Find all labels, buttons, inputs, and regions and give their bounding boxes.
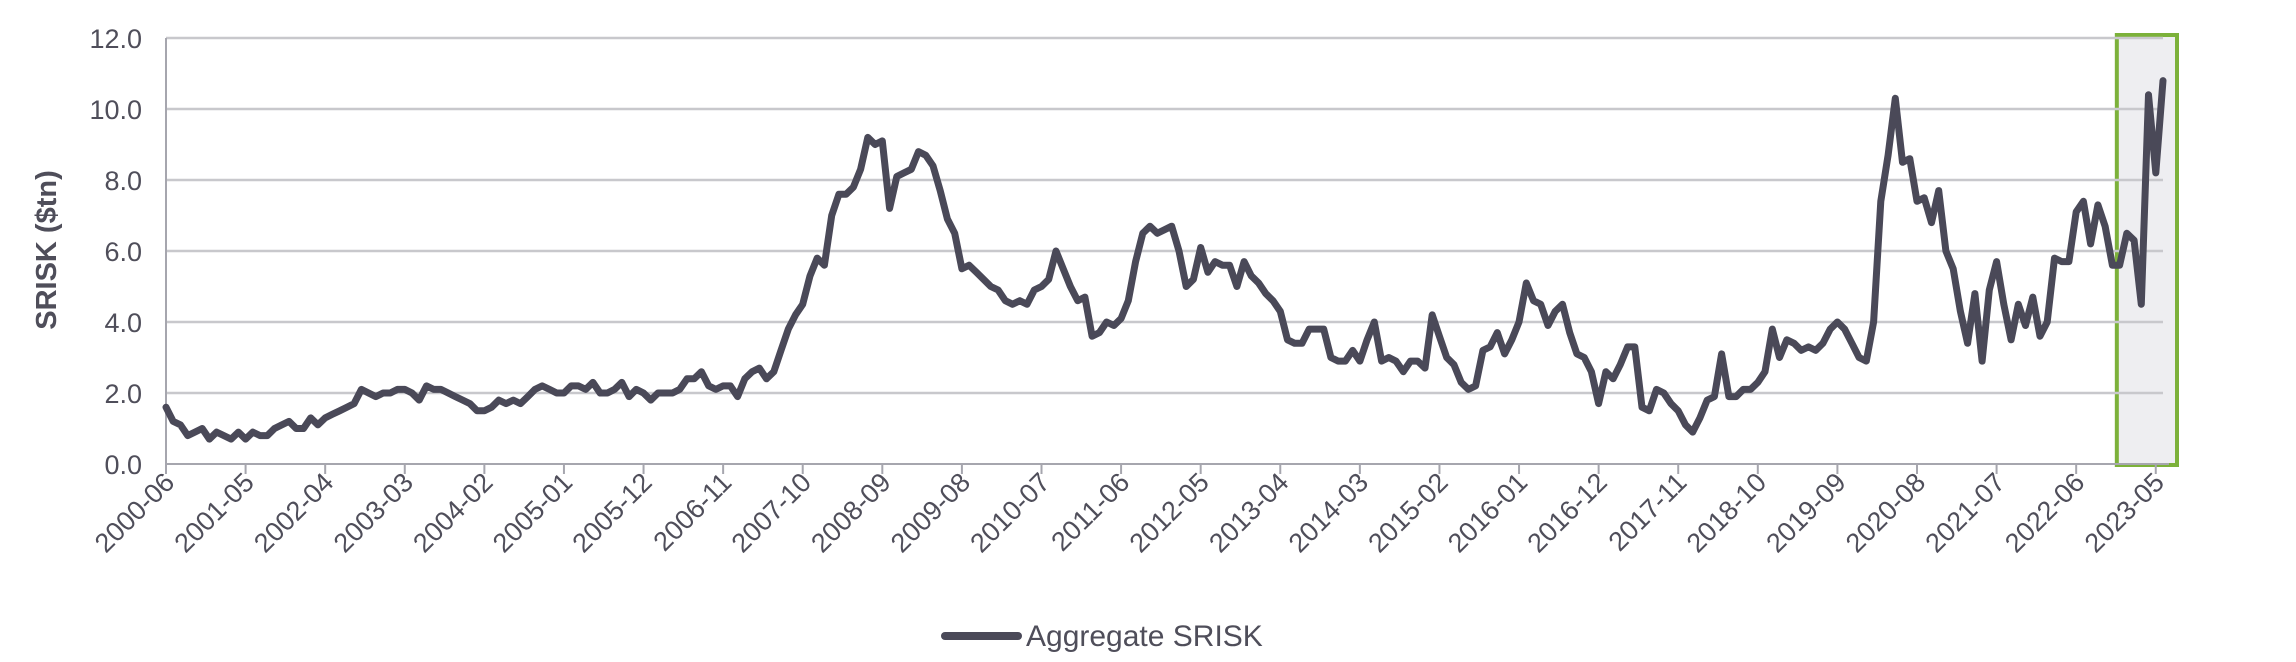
x-tick-label: 2010-07 [964,467,1055,558]
gridlines [165,36,2163,464]
y-tick-label: 10.0 [89,95,142,125]
x-tick-label: 2005-01 [487,467,578,558]
x-tick-label: 2019-09 [1760,467,1851,558]
x-tick-label: 2013-04 [1203,467,1294,558]
x-tick-label: 2018-10 [1681,467,1772,558]
y-tick-labels: 0.0 2.0 4.0 6.0 8.0 10.0 12.0 [89,24,142,480]
x-tick-label: 2015-02 [1362,467,1453,558]
y-tick-label: 0.0 [104,450,142,480]
x-tick-labels: 2000-062001-052002-042003-032004-022005-… [89,464,2170,558]
x-tick-label: 2009-08 [885,467,976,558]
y-tick-label: 8.0 [104,166,142,196]
x-tick-label: 2023-05 [2079,467,2170,558]
y-tick-label: 12.0 [89,24,142,54]
legend: Aggregate SRISK [941,620,1263,653]
x-tick-label: 2008-09 [805,467,896,558]
series-line-aggregate-srisk [162,77,2167,443]
y-tick-label: 2.0 [104,379,142,409]
x-tick-label: 2016-01 [1442,467,1533,558]
x-tick-label: 2020-08 [1840,467,1931,558]
x-tick-label: 2002-04 [248,467,339,558]
x-tick-label: 2006-11 [648,467,738,557]
x-tick-label: 2000-06 [89,467,180,558]
legend-label: Aggregate SRISK [1026,620,1263,653]
x-tick-label: 2011-06 [1045,467,1135,557]
x-tick-label: 2017-11 [1603,467,1693,557]
x-tick-label: 2001-05 [169,467,260,558]
x-tick-label: 2003-03 [328,467,419,558]
x-tick-label: 2012-05 [1124,467,1215,558]
x-tick-label: 2022-06 [1999,467,2090,558]
y-tick-label: 6.0 [104,237,142,267]
x-tick-label: 2007-10 [726,467,817,558]
x-tick-label: 2021-07 [1920,467,2011,558]
x-tick-label: 2004-02 [407,467,498,558]
y-axis-label: SRISK ($tn) [31,170,63,330]
x-tick-label: 2014-03 [1283,467,1374,558]
x-tick-label: 2005-12 [567,467,658,558]
x-tick-label: 2016-12 [1522,467,1613,558]
y-tick-label: 4.0 [104,308,142,338]
